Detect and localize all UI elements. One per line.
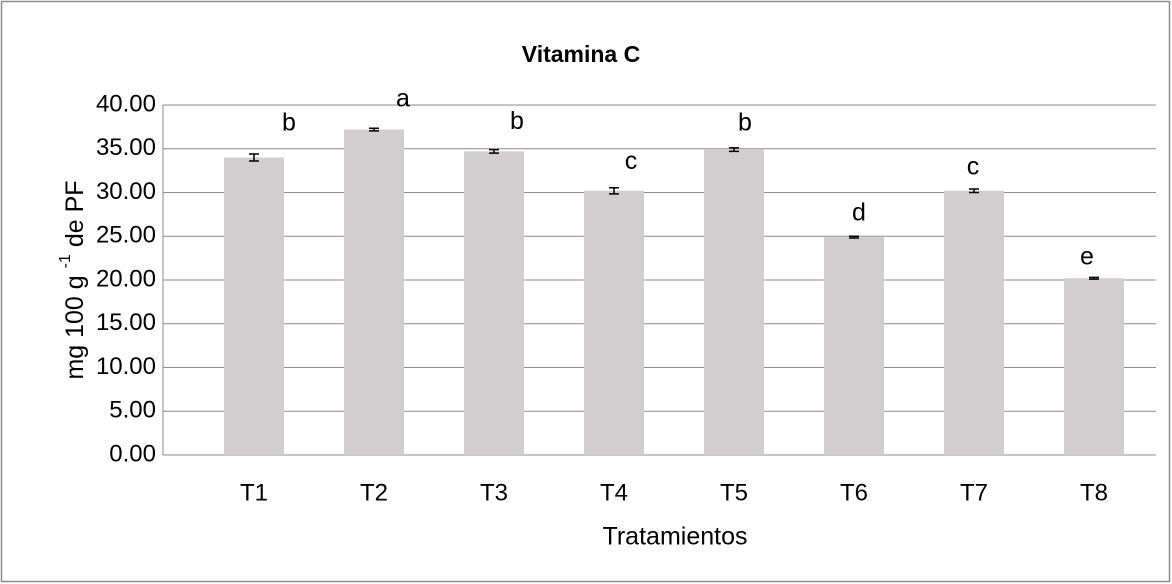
bar bbox=[344, 129, 404, 455]
error-bar bbox=[729, 147, 739, 153]
y-axis-title-sup: -1 bbox=[57, 254, 74, 268]
significance-letter: e bbox=[1080, 242, 1094, 270]
error-bar bbox=[849, 235, 859, 239]
x-tick-label: T7 bbox=[960, 479, 988, 506]
y-tick-label: 10.00 bbox=[96, 353, 156, 380]
y-tick-label: 35.00 bbox=[96, 134, 156, 161]
error-bar bbox=[489, 148, 499, 154]
significance-letter: a bbox=[396, 84, 410, 112]
x-tick-label: T2 bbox=[360, 479, 388, 506]
bar bbox=[224, 157, 284, 455]
significance-letter: b bbox=[738, 108, 752, 136]
bar bbox=[944, 190, 1004, 455]
significance-letter: c bbox=[967, 153, 980, 181]
bar bbox=[1064, 278, 1124, 455]
y-axis-title-main: mg 100 g bbox=[61, 275, 89, 379]
y-tick-label: 40.00 bbox=[96, 90, 156, 117]
y-tick-label: 0.00 bbox=[109, 440, 156, 467]
error-bar bbox=[1089, 276, 1099, 280]
x-tick-label: T1 bbox=[240, 479, 268, 506]
y-tick-label: 20.00 bbox=[96, 265, 156, 292]
bar bbox=[464, 151, 524, 455]
error-bar bbox=[969, 188, 979, 194]
error-bar bbox=[609, 186, 619, 195]
bar bbox=[704, 149, 764, 455]
x-axis-title: Tratamientos bbox=[603, 523, 748, 551]
significance-letter: c bbox=[625, 147, 638, 175]
y-tick-label: 5.00 bbox=[109, 397, 156, 424]
x-tick-label: T8 bbox=[1080, 479, 1108, 506]
x-tick-label: T3 bbox=[480, 479, 508, 506]
x-tick-label: T4 bbox=[600, 479, 628, 506]
y-tick-label: 15.00 bbox=[96, 309, 156, 336]
x-tick-label: T6 bbox=[840, 479, 868, 506]
bar bbox=[824, 237, 884, 455]
y-tick-label: 30.00 bbox=[96, 178, 156, 205]
error-bar bbox=[369, 127, 379, 132]
chart-title: Vitamina C bbox=[522, 41, 640, 67]
bar bbox=[584, 190, 644, 455]
significance-letter: b bbox=[510, 107, 524, 135]
y-axis-title: mg 100 g -1 de PF bbox=[51, 180, 89, 379]
x-tick-label: T5 bbox=[720, 479, 748, 506]
error-bar bbox=[249, 153, 259, 162]
y-tick-label: 25.00 bbox=[96, 222, 156, 249]
y-axis-title-suffix: de PF bbox=[61, 180, 89, 247]
significance-letter: d bbox=[852, 198, 866, 226]
significance-letter: b bbox=[282, 109, 296, 137]
